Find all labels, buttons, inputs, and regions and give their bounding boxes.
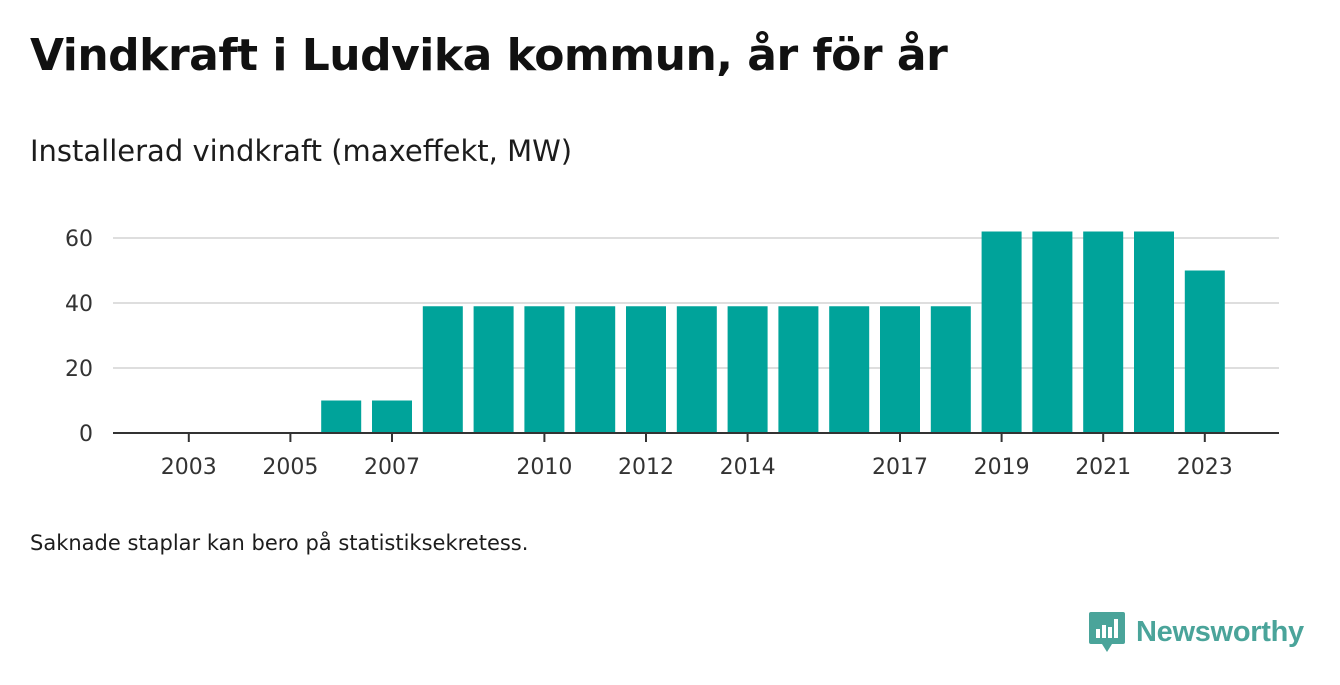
y-tick-label: 0: [79, 422, 93, 447]
bar-2019: [981, 231, 1022, 433]
bar-2016: [829, 306, 870, 433]
bar-2020: [1032, 231, 1073, 433]
bar-2018: [930, 306, 971, 433]
bar-2022: [1134, 231, 1174, 433]
bar-2015: [778, 306, 819, 433]
bar-2011: [575, 306, 616, 433]
y-tick-label: 20: [65, 357, 93, 382]
x-tick-label: 2017: [872, 455, 928, 480]
chart-title: Vindkraft i Ludvika kommun, år för år: [30, 30, 948, 81]
x-tick-label: 2010: [516, 455, 572, 480]
bar-2014: [727, 306, 768, 433]
bar-2006: [321, 400, 362, 433]
brand-name: Newsworthy: [1136, 615, 1304, 648]
x-tick-label: 2019: [974, 455, 1030, 480]
bar-2012: [626, 306, 666, 433]
x-tick-label: 2003: [161, 455, 217, 480]
x-tick-label: 2021: [1075, 455, 1131, 480]
bar-2013: [676, 306, 717, 433]
x-tick-label: 2023: [1177, 455, 1233, 480]
bar-2010: [524, 306, 565, 433]
bar-2007: [372, 400, 412, 433]
brand-logo: Newsworthy: [1088, 610, 1304, 654]
bar-2009: [473, 306, 514, 433]
y-tick-label: 60: [65, 227, 93, 252]
bar-2021: [1083, 231, 1124, 433]
x-tick-label: 2007: [364, 455, 420, 480]
newsworthy-logo-icon: [1089, 612, 1125, 652]
x-tick-label: 2014: [720, 455, 776, 480]
footnote: Saknade staplar kan bero på statistiksek…: [30, 531, 529, 555]
x-tick-label: 2005: [262, 455, 318, 480]
bar-2008: [422, 306, 463, 433]
chart-subtitle: Installerad vindkraft (maxeffekt, MW): [30, 134, 573, 168]
axes: [113, 432, 1279, 442]
y-tick-label: 40: [65, 292, 93, 317]
bar-2017: [880, 306, 920, 433]
bar-2023: [1184, 270, 1225, 433]
tick-labels: 0 20 40 60 2003 2005 2007 2010 2012 2014 2017 2019 2…: [65, 227, 1233, 480]
bars: [321, 231, 1225, 433]
x-tick-label: 2012: [618, 455, 674, 480]
